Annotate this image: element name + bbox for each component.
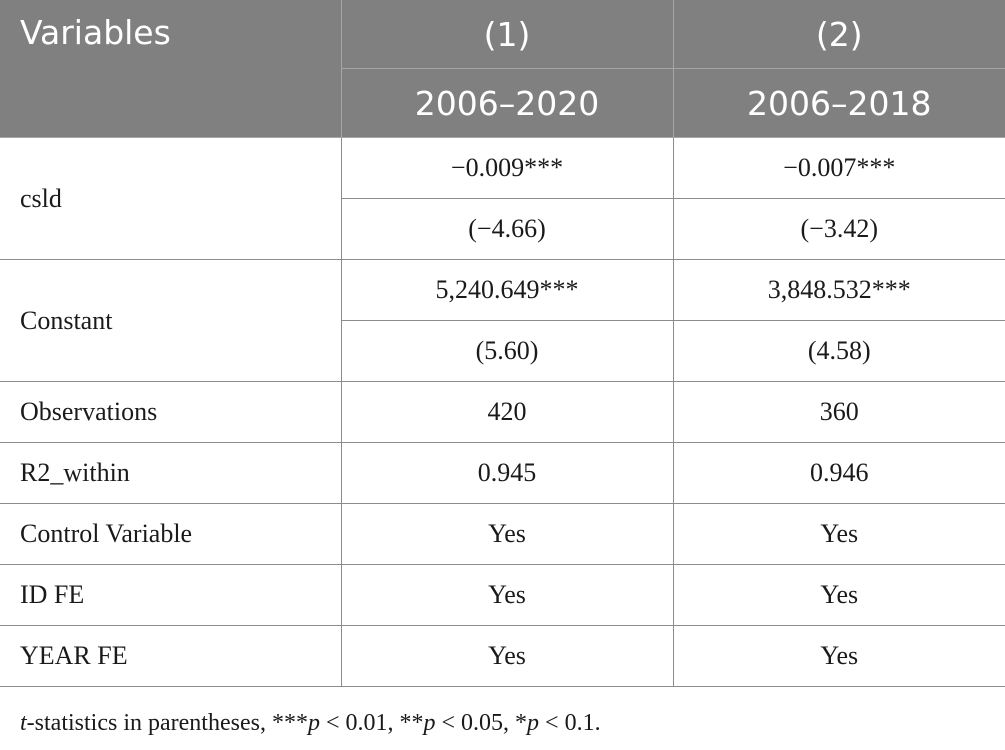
- control-variable-col2: Yes: [672, 503, 1005, 565]
- table-row-year-fe: YEAR FE Yes Yes: [0, 625, 1005, 687]
- column-1-number: (1): [340, 0, 674, 69]
- table-row-r2-within: R2_within 0.945 0.946: [0, 442, 1005, 504]
- footnote-text-1: -statistics in parentheses, ***: [26, 710, 308, 736]
- row-label-constant: Constant: [0, 259, 342, 382]
- row-label-control-variable: Control Variable: [0, 503, 342, 565]
- table-row-observations: Observations 420 360: [0, 381, 1005, 443]
- constant-tstat-col1: (5.60): [340, 320, 674, 382]
- row-label-csld: csld: [0, 137, 342, 260]
- footnote-p-symbol-2: p: [423, 710, 436, 736]
- row-label-r2-within: R2_within: [0, 442, 342, 504]
- constant-tstat-col2: (4.58): [672, 320, 1005, 382]
- regression-table: Variables (1) (2) 2006–2020 2006–2018 cs…: [0, 0, 1005, 687]
- footnote-t-symbol: t: [20, 710, 27, 736]
- table-row-csld-tstat: (−4.66) (−3.42): [0, 198, 1005, 260]
- table-row-id-fe: ID FE Yes Yes: [0, 564, 1005, 626]
- constant-coef-col2: 3,848.532***: [672, 259, 1005, 321]
- row-label-id-fe: ID FE: [0, 564, 342, 626]
- row-label-observations: Observations: [0, 381, 342, 443]
- r2-within-col1: 0.945: [340, 442, 674, 504]
- footnote-text-2: < 0.01, **: [319, 710, 424, 736]
- footnote-p-symbol-3: p: [527, 710, 540, 736]
- csld-coef-col2: −0.007***: [672, 137, 1005, 199]
- csld-tstat-col1: (−4.66): [340, 198, 674, 260]
- year-fe-col1: Yes: [340, 625, 674, 687]
- header-row-2: 2006–2020 2006–2018: [0, 68, 1005, 138]
- table-row-csld-coef: csld −0.009*** −0.007***: [0, 137, 1005, 260]
- observations-col2: 360: [672, 381, 1005, 443]
- observations-col1: 420: [340, 381, 674, 443]
- id-fe-col1: Yes: [340, 564, 674, 626]
- footnote-text-4: < 0.1.: [539, 710, 601, 736]
- constant-coef-col1: 5,240.649***: [340, 259, 674, 321]
- row-label-year-fe: YEAR FE: [0, 625, 342, 687]
- column-2-number: (2): [672, 0, 1005, 69]
- control-variable-col1: Yes: [340, 503, 674, 565]
- table-row-control-variable: Control Variable Yes Yes: [0, 503, 1005, 565]
- column-1-period: 2006–2020: [340, 68, 674, 138]
- column-2-period: 2006–2018: [672, 68, 1005, 138]
- table-row-constant-coef: Constant 5,240.649*** 3,848.532***: [0, 259, 1005, 382]
- variables-header: Variables: [0, 0, 342, 138]
- table-footnote: t-statistics in parentheses, ***p < 0.01…: [20, 710, 601, 737]
- id-fe-col2: Yes: [672, 564, 1005, 626]
- table-row-constant-tstat: (5.60) (4.58): [0, 320, 1005, 382]
- csld-tstat-col2: (−3.42): [672, 198, 1005, 260]
- footnote-p-symbol-1: p: [307, 710, 320, 736]
- year-fe-col2: Yes: [672, 625, 1005, 687]
- footnote-text-3: < 0.05, *: [435, 710, 528, 736]
- header-row-1: Variables (1) (2): [0, 0, 1005, 138]
- r2-within-col2: 0.946: [672, 442, 1005, 504]
- csld-coef-col1: −0.009***: [340, 137, 674, 199]
